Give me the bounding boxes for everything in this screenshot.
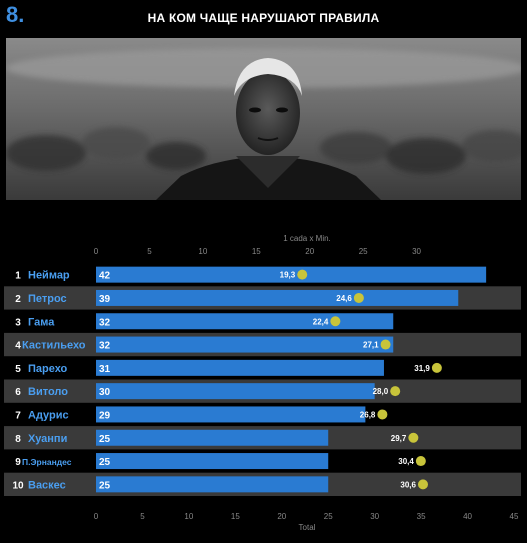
total-bar: [96, 266, 487, 283]
rate-dot: [380, 339, 391, 350]
chart-title: НА КОМ ЧАЩЕ НАРУШАЮТ ПРАВИЛА: [147, 11, 380, 25]
top-tick-label: 5: [147, 247, 152, 256]
total-value-label: 39: [99, 294, 111, 305]
rank-label: 2: [15, 294, 21, 305]
rank-label: 1: [15, 271, 21, 282]
bottom-axis-label: Total: [299, 523, 316, 532]
rate-dot: [377, 409, 388, 420]
player-name: Гама: [28, 316, 55, 328]
rate-dot: [415, 456, 426, 467]
player-name: Неймар: [28, 270, 70, 282]
rank-label: 10: [12, 480, 24, 491]
total-value-label: 29: [99, 410, 111, 421]
rank-label: 9: [15, 457, 21, 468]
total-value-label: 25: [99, 434, 111, 445]
total-bar: [96, 336, 394, 353]
rate-value-label: 29,7: [391, 434, 407, 443]
rate-dot: [431, 362, 442, 373]
rank-label: 3: [15, 317, 21, 328]
total-value-label: 32: [99, 317, 111, 328]
total-bar: [96, 359, 384, 376]
total-bar: [96, 406, 366, 423]
page-number: 8.: [6, 2, 25, 27]
top-tick-label: 20: [305, 247, 314, 256]
rate-dot: [353, 292, 364, 303]
rate-dot: [390, 386, 401, 397]
total-value-label: 31: [99, 364, 111, 375]
rate-value-label: 26,8: [360, 410, 376, 419]
player-name: Петрос: [28, 293, 67, 305]
total-value-label: 25: [99, 480, 111, 491]
top-tick-label: 25: [359, 247, 368, 256]
rank-label: 8: [15, 434, 21, 445]
rank-label: 4: [15, 341, 21, 352]
rate-value-label: 22,4: [313, 317, 329, 326]
rank-label: 6: [15, 387, 21, 398]
rank-label: 7: [15, 410, 21, 421]
rate-value-label: 27,1: [363, 341, 379, 350]
top-tick-label: 0: [94, 247, 99, 256]
bottom-tick-label: 30: [370, 512, 379, 521]
total-value-label: 30: [99, 387, 111, 398]
total-bar: [96, 289, 459, 306]
player-photo: [6, 38, 521, 200]
total-value-label: 32: [99, 341, 111, 352]
bottom-tick-label: 20: [277, 512, 286, 521]
total-bar: [96, 313, 394, 330]
rate-value-label: 24,6: [336, 294, 352, 303]
rate-dot: [408, 432, 419, 443]
player-name: Витоло: [28, 386, 68, 398]
bottom-tick-label: 45: [510, 512, 519, 521]
player-name: Кастильехо: [22, 340, 86, 352]
top-axis-label: 1 cada x Min.: [283, 234, 331, 243]
total-bar: [96, 383, 375, 400]
total-bar: [96, 476, 329, 493]
total-value-label: 25: [99, 457, 111, 468]
rate-dot: [330, 316, 341, 327]
rate-value-label: 28,0: [373, 387, 389, 396]
total-bar: [96, 453, 329, 470]
bottom-tick-label: 10: [184, 512, 193, 521]
bottom-tick-label: 35: [417, 512, 426, 521]
rate-value-label: 30,6: [400, 480, 416, 489]
rate-value-label: 19,3: [280, 271, 296, 280]
rate-value-label: 30,4: [398, 457, 414, 466]
total-bar: [96, 429, 329, 446]
total-value-label: 42: [99, 271, 111, 282]
rate-dot: [417, 479, 428, 490]
bottom-tick-label: 5: [140, 512, 145, 521]
player-name: Васкес: [28, 479, 66, 491]
player-name: П.Эрнандес: [22, 457, 72, 467]
bottom-tick-label: 40: [463, 512, 472, 521]
player-name: Парехо: [28, 363, 68, 375]
rate-dot: [297, 269, 308, 280]
top-tick-label: 30: [412, 247, 421, 256]
top-tick-label: 10: [198, 247, 207, 256]
bottom-tick-label: 15: [231, 512, 240, 521]
player-name: Адурис: [28, 409, 69, 421]
bottom-tick-label: 0: [94, 512, 99, 521]
fouls-chart: 1 Неймар 42 19,3 2 Петрос 39 24,6 3 Гама 32 22,4 4 Ка…: [4, 234, 521, 532]
rank-label: 5: [15, 364, 21, 375]
player-name: Хуанпи: [28, 433, 67, 445]
top-tick-label: 15: [252, 247, 261, 256]
rate-value-label: 31,9: [414, 364, 430, 373]
bottom-tick-label: 25: [324, 512, 333, 521]
